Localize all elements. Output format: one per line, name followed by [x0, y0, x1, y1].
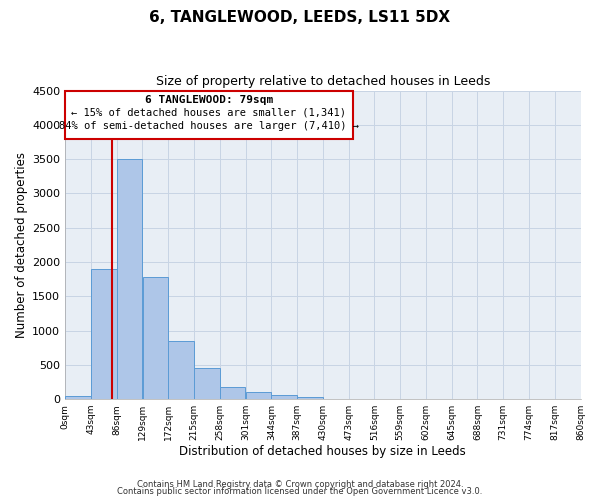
Title: Size of property relative to detached houses in Leeds: Size of property relative to detached ho…	[155, 75, 490, 88]
Bar	[297, 397, 323, 399]
Bar	[91, 269, 116, 399]
X-axis label: Distribution of detached houses by size in Leeds: Distribution of detached houses by size …	[179, 444, 466, 458]
Bar	[65, 396, 91, 399]
Text: Contains public sector information licensed under the Open Government Licence v3: Contains public sector information licen…	[118, 487, 482, 496]
Bar	[169, 341, 194, 399]
Bar	[117, 159, 142, 399]
Bar	[220, 387, 245, 399]
FancyBboxPatch shape	[65, 91, 353, 139]
Y-axis label: Number of detached properties: Number of detached properties	[15, 152, 28, 338]
Bar	[271, 395, 297, 399]
Text: 84% of semi-detached houses are larger (7,410) →: 84% of semi-detached houses are larger (…	[59, 120, 359, 130]
Bar	[245, 392, 271, 399]
Text: 6 TANGLEWOOD: 79sqm: 6 TANGLEWOOD: 79sqm	[145, 96, 273, 106]
Text: 6, TANGLEWOOD, LEEDS, LS11 5DX: 6, TANGLEWOOD, LEEDS, LS11 5DX	[149, 10, 451, 25]
Bar	[194, 368, 220, 399]
Text: Contains HM Land Registry data © Crown copyright and database right 2024.: Contains HM Land Registry data © Crown c…	[137, 480, 463, 489]
Text: ← 15% of detached houses are smaller (1,341): ← 15% of detached houses are smaller (1,…	[71, 108, 346, 118]
Bar	[143, 277, 168, 399]
